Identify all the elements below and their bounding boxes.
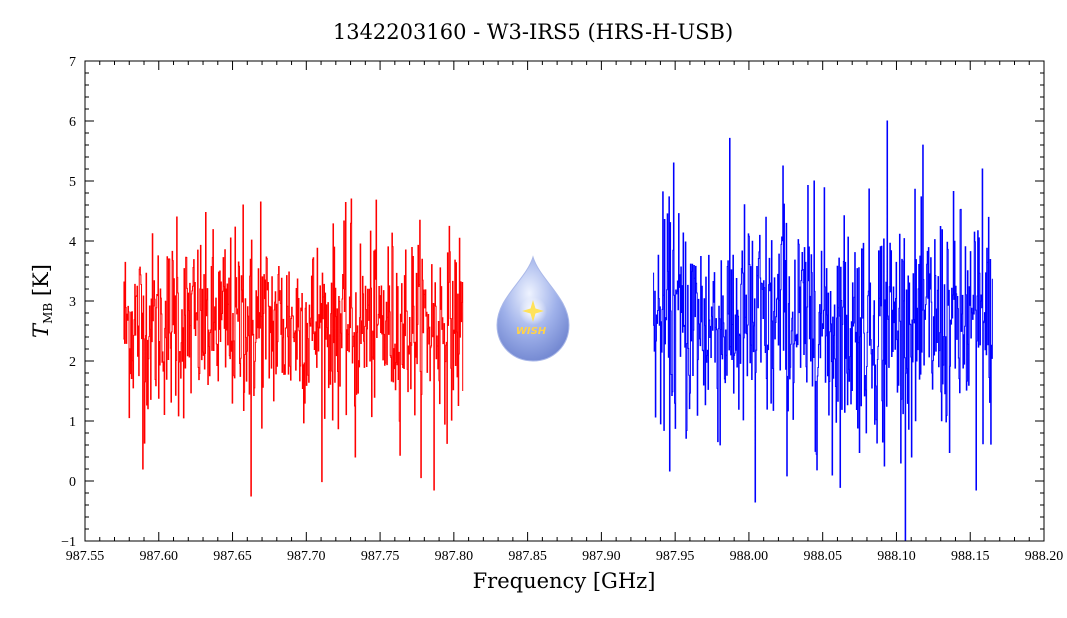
x-tick-label: 987.90: [582, 549, 621, 564]
series-layer: [123, 120, 993, 541]
y-axis-label: TMB [K]: [29, 264, 55, 338]
x-tick-label: 988.20: [1025, 549, 1064, 564]
y-tick-label: 5: [69, 175, 76, 190]
wish-logo: WISH: [496, 255, 570, 362]
y-tick-label: 6: [69, 115, 76, 130]
x-tick-label: 988.10: [877, 549, 916, 564]
y-tick-label: 7: [69, 55, 76, 70]
y-tick-label: 4: [69, 235, 76, 250]
series-line-2: [653, 120, 993, 541]
x-tick-label: 988.00: [730, 549, 769, 564]
y-tick-label: 1: [69, 415, 76, 430]
x-tick-label: 988.05: [803, 549, 842, 564]
logo-text: WISH: [516, 326, 547, 337]
x-tick-label: 987.80: [435, 549, 474, 564]
y-tick-label: 0: [69, 475, 76, 490]
x-tick-label: 987.55: [66, 549, 105, 564]
x-tick-label: 987.75: [361, 549, 400, 564]
tick-layer: 987.55 987.60 987.65 987.70 987.75 987.80 987.…: [61, 55, 1063, 564]
y-tick-label: −1: [61, 535, 76, 550]
x-axis-label: Frequency [GHz]: [473, 569, 656, 593]
star-icon: [522, 300, 544, 322]
x-tick-label: 988.15: [951, 549, 990, 564]
y-tick-label: 2: [69, 355, 76, 370]
y-axis-label-unit-text: [K]: [29, 264, 53, 296]
y-axis-label-unit: [29, 296, 53, 303]
y-axis-label-main: T: [29, 322, 53, 338]
x-tick-label: 987.60: [140, 549, 179, 564]
x-tick-label: 987.65: [213, 549, 252, 564]
x-tick-label: 987.95: [656, 549, 695, 564]
series-line-1: [123, 198, 464, 497]
x-tick-label: 987.70: [287, 549, 326, 564]
y-tick-label: 3: [69, 295, 76, 310]
y-axis-label-sub: MB: [41, 303, 55, 324]
x-tick-label: 987.85: [508, 549, 547, 564]
svg-text:TMB [K]: TMB [K]: [29, 264, 55, 338]
chart-title: 1342203160 - W3-IRS5 (HRS-H-USB): [333, 20, 733, 44]
